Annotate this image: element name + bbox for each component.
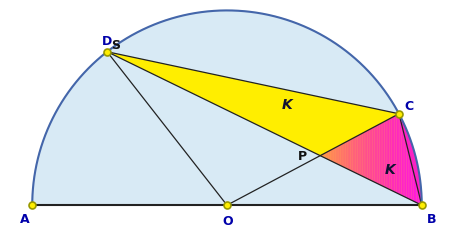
- Polygon shape: [361, 133, 362, 176]
- Polygon shape: [410, 158, 412, 200]
- Polygon shape: [403, 130, 405, 197]
- Polygon shape: [408, 151, 410, 199]
- Text: K: K: [282, 98, 292, 112]
- Polygon shape: [420, 198, 422, 205]
- Polygon shape: [412, 164, 413, 201]
- Polygon shape: [107, 52, 399, 156]
- Polygon shape: [332, 148, 334, 162]
- Polygon shape: [405, 137, 406, 198]
- Polygon shape: [369, 129, 371, 180]
- Polygon shape: [340, 144, 342, 166]
- Polygon shape: [386, 120, 388, 189]
- Polygon shape: [342, 143, 344, 167]
- Polygon shape: [417, 185, 419, 204]
- Polygon shape: [415, 178, 417, 203]
- Polygon shape: [391, 117, 393, 191]
- Text: P: P: [298, 150, 307, 163]
- Polygon shape: [339, 145, 340, 166]
- Polygon shape: [329, 150, 331, 161]
- Polygon shape: [419, 192, 420, 204]
- Polygon shape: [375, 126, 376, 183]
- Polygon shape: [380, 123, 381, 185]
- Polygon shape: [366, 130, 368, 179]
- Polygon shape: [383, 121, 385, 187]
- Polygon shape: [349, 139, 350, 170]
- Text: K: K: [385, 163, 395, 177]
- Polygon shape: [325, 152, 327, 159]
- Polygon shape: [371, 128, 373, 181]
- Polygon shape: [347, 140, 349, 170]
- Polygon shape: [398, 114, 400, 195]
- Polygon shape: [359, 134, 361, 175]
- Polygon shape: [385, 120, 386, 188]
- Text: D: D: [102, 35, 112, 48]
- Polygon shape: [354, 137, 356, 173]
- Polygon shape: [373, 127, 375, 182]
- Polygon shape: [378, 124, 380, 185]
- Polygon shape: [390, 118, 391, 190]
- Polygon shape: [337, 146, 339, 165]
- Polygon shape: [413, 171, 415, 202]
- Text: C: C: [405, 100, 414, 113]
- Polygon shape: [399, 114, 422, 205]
- Polygon shape: [368, 130, 369, 179]
- Polygon shape: [322, 154, 324, 157]
- Polygon shape: [396, 114, 398, 194]
- Text: O: O: [223, 215, 233, 228]
- Polygon shape: [356, 136, 357, 174]
- Polygon shape: [400, 117, 401, 195]
- Polygon shape: [388, 119, 390, 190]
- Polygon shape: [320, 114, 422, 205]
- Polygon shape: [344, 142, 345, 168]
- Polygon shape: [320, 155, 322, 157]
- Text: A: A: [20, 213, 30, 226]
- Polygon shape: [331, 149, 332, 161]
- Text: B: B: [427, 213, 437, 226]
- Polygon shape: [336, 147, 337, 164]
- Polygon shape: [376, 125, 378, 184]
- Polygon shape: [393, 116, 395, 192]
- Polygon shape: [350, 139, 352, 171]
- Polygon shape: [381, 122, 383, 186]
- Polygon shape: [32, 11, 422, 205]
- Polygon shape: [334, 147, 336, 163]
- Polygon shape: [324, 153, 325, 158]
- Polygon shape: [406, 144, 408, 199]
- Polygon shape: [345, 141, 347, 169]
- Polygon shape: [364, 131, 366, 178]
- Polygon shape: [327, 151, 329, 160]
- Text: S: S: [111, 39, 120, 52]
- Polygon shape: [401, 124, 403, 196]
- Polygon shape: [395, 115, 396, 193]
- Polygon shape: [362, 132, 364, 177]
- Polygon shape: [352, 138, 354, 172]
- Polygon shape: [357, 135, 359, 175]
